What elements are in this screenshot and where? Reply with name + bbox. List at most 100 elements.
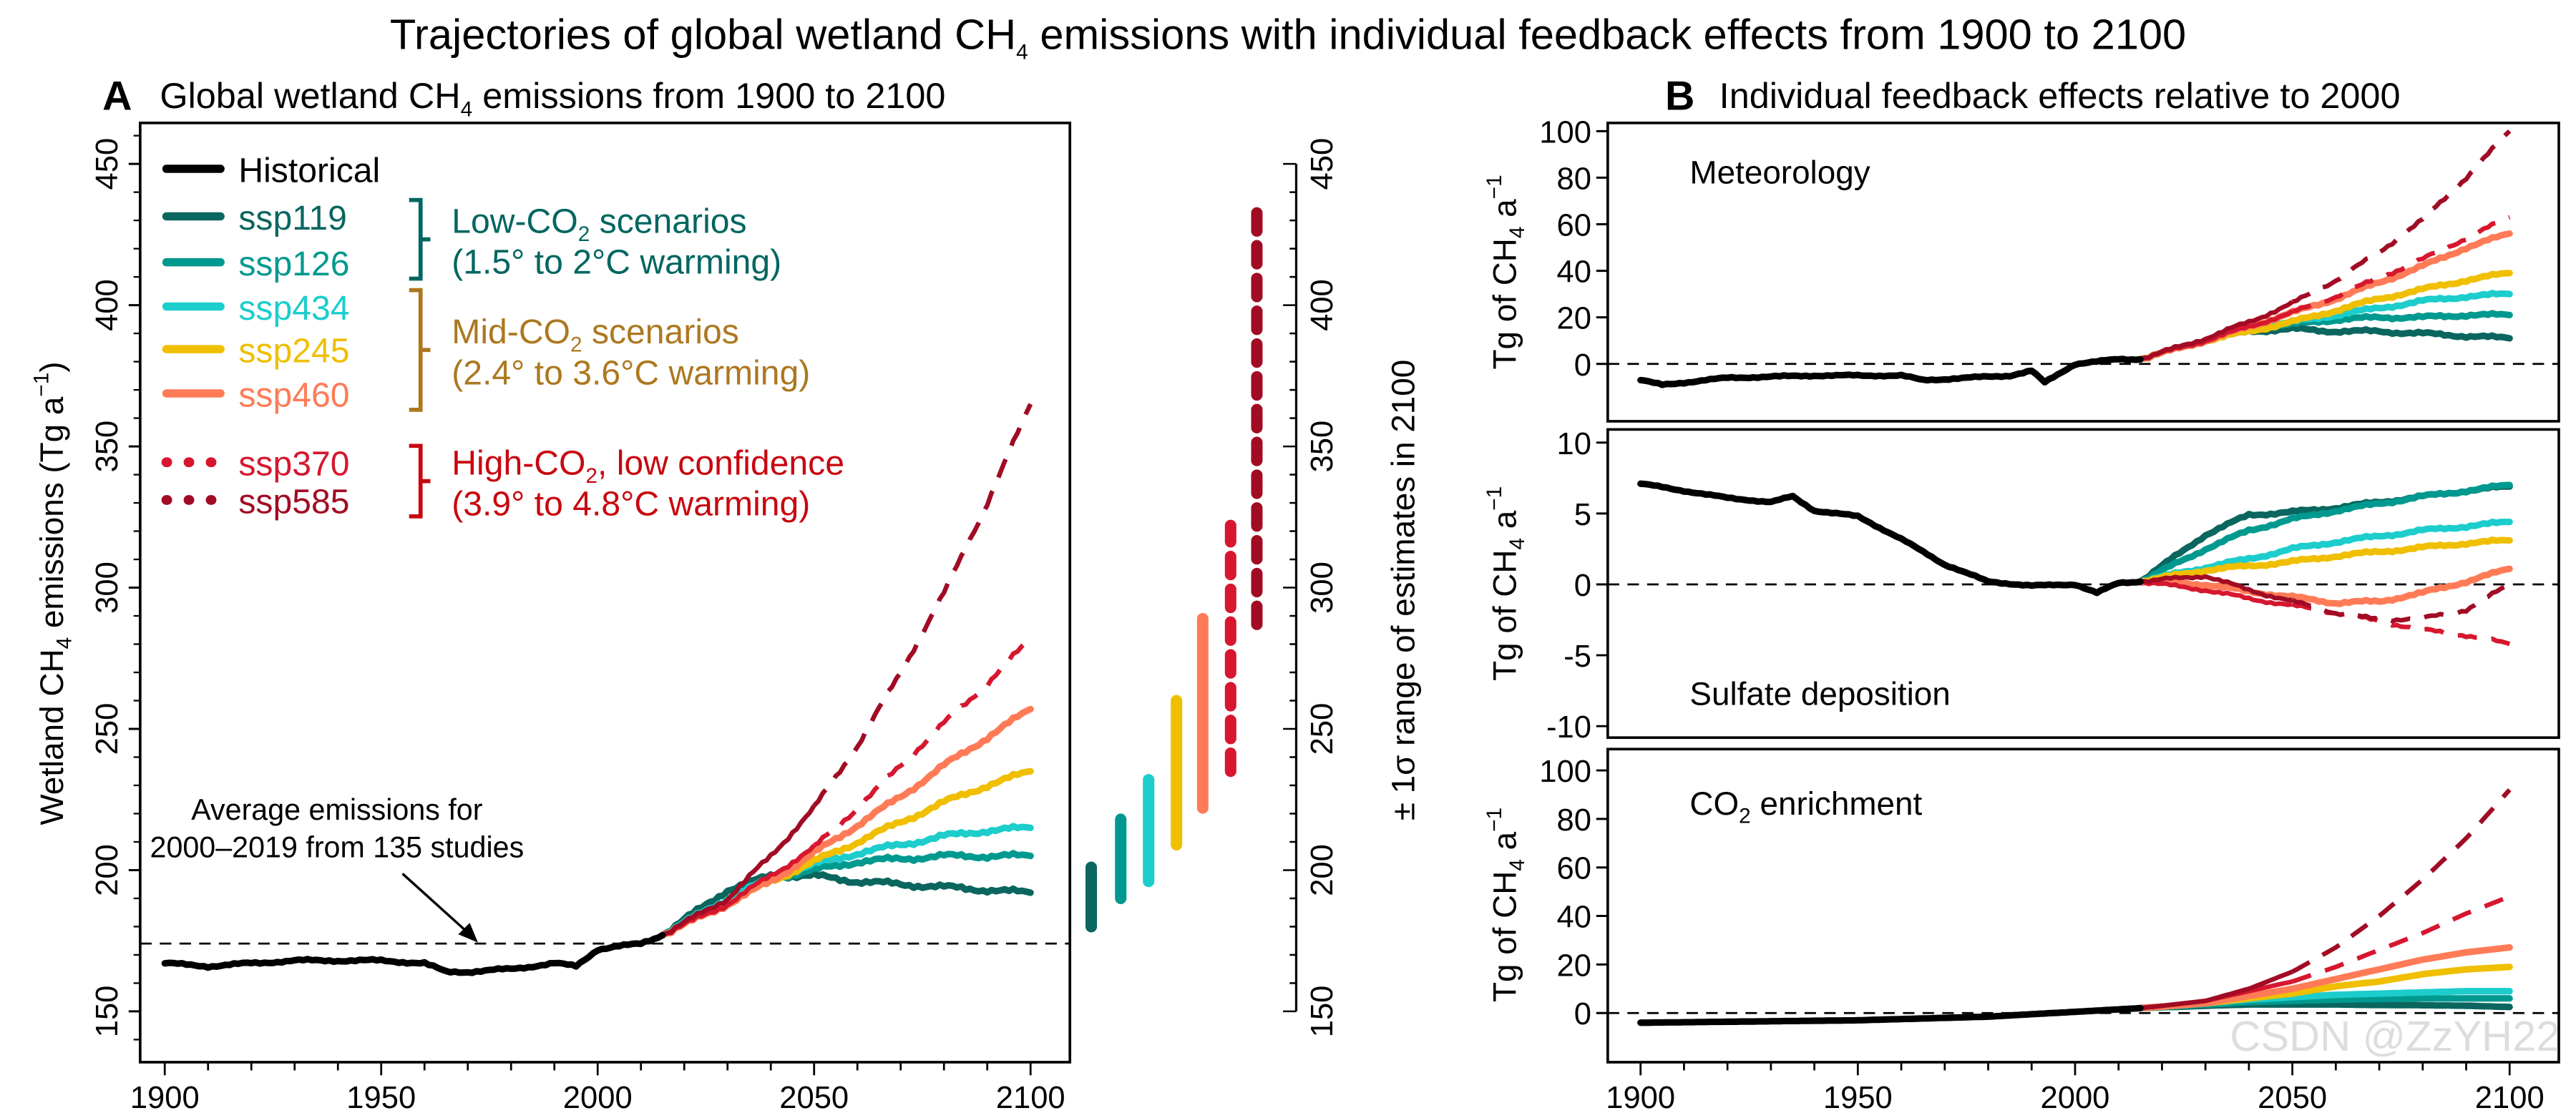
range-axis-tick-label: 150: [1305, 986, 1340, 1038]
panel-a-line-ssp119: [659, 870, 1034, 938]
panel-b2-line-ssp126: [2137, 481, 2513, 585]
panel-b3-y-tick-label: 0: [1574, 997, 1591, 1031]
range-axis-label: ± 1σ range of estimates in 2100: [1385, 360, 1421, 820]
panel-a-x-tick-label: 2050: [779, 1081, 849, 1113]
panel-a-line-ssp585: [661, 804, 816, 938]
panel-b2-line-ssp585-dashed: [2291, 582, 2511, 624]
panel-b2-line-ssp370: [2140, 579, 2293, 607]
panel-b1-frame: [1606, 122, 2560, 423]
panel-b3-label: CO2 enrichment: [1689, 785, 1922, 828]
legend-label-ssp370: ssp370: [238, 445, 349, 484]
panel-b2-y-tick-label: 5: [1574, 498, 1591, 532]
panel-b1-series-group: [1637, 129, 2513, 388]
panel-a-line-ssp370-dashed: [813, 637, 1033, 848]
panel-a-x-tick-label: 1950: [346, 1081, 416, 1113]
panel-a-y-axis-label: Wetland CH4 emissions (Tg a−1): [30, 361, 77, 825]
legend-label-ssp119: ssp119: [238, 199, 347, 237]
panel-b3-line-ssp585-dashed: [2291, 788, 2512, 974]
panel-b1-line-ssp370-dashed: [2292, 215, 2511, 314]
panel-b1-y-tick-label: 0: [1574, 348, 1591, 383]
panel-b3-x-tick-label: 2100: [2475, 1081, 2545, 1113]
panel-b3-line-historical: [1637, 1004, 2144, 1026]
panel-b1-label: Meteorology: [1689, 155, 1870, 191]
panel-a-letter: A: [102, 74, 132, 119]
range-axis-tick-label: 400: [1305, 279, 1340, 331]
panel-b3-x-tick-label: 2050: [2258, 1081, 2327, 1113]
annotation-arrow-shaft: [401, 873, 471, 936]
legend-label-ssp585: ssp585: [238, 482, 349, 521]
range-axis-tick-label: 250: [1305, 703, 1340, 755]
panel-a-series-group: [161, 403, 1034, 976]
panel-b1-y-axis-label: Tg of CH4 a−1: [1483, 175, 1529, 369]
panel-b1-y-tick-label: 20: [1557, 302, 1591, 336]
panel-a-x-tick-label: 2000: [563, 1081, 633, 1113]
panel-b-title: Individual feedback effects relative to …: [1719, 75, 2401, 116]
panel-a-y-tick-label: 150: [90, 986, 125, 1038]
panel-b1-line-ssp585: [2140, 300, 2294, 362]
panel-b2-line-historical: [1637, 480, 2144, 597]
panel-b3-frame: [1606, 747, 2560, 1064]
legend-bracket-2: [409, 288, 431, 412]
panel-a-line-historical: [161, 931, 666, 976]
panel-b3-x-tick-label: 1900: [1606, 1081, 1675, 1113]
panel-b3-series-group: [1637, 788, 2513, 1026]
legend-bracket-1: [409, 197, 431, 281]
legend-group-subtitle-3: (3.9° to 4.8°C warming): [452, 485, 810, 524]
panel-b1-line-historical: [1637, 356, 2144, 388]
range-axis-tick-label: 350: [1305, 421, 1340, 473]
panel-b1-y-tick-label: 100: [1539, 115, 1591, 149]
annotation-arrow-head-icon: [458, 923, 478, 943]
legend-group-title-1: Low-CO2 scenarios: [452, 202, 746, 245]
panel-b2-line-ssp585: [2140, 574, 2293, 603]
legend-label-ssp434: ssp434: [238, 289, 349, 328]
panel-b3-y-axis-label: Tg of CH4 a−1: [1483, 808, 1529, 1002]
panel-b1-line-ssp585-dashed: [2291, 129, 2512, 304]
panel-a-y-tick-label: 400: [90, 279, 125, 331]
panel-b3-x-tick-label: 1950: [1823, 1081, 1893, 1113]
panel-a-y-tick-label: 250: [90, 703, 125, 755]
panel-a-y-tick-label: 350: [90, 421, 125, 473]
panel-b2-line-ssp460: [2137, 565, 2513, 607]
panel-b3-x-tick-label: 2000: [2041, 1081, 2110, 1113]
panel-b3-line-ssp370-dashed: [2291, 894, 2511, 984]
watermark: CSDN @ZzYH22: [2230, 1012, 2560, 1060]
panel-b3-y-tick-label: 100: [1539, 755, 1591, 789]
panel-b-letter: B: [1665, 74, 1694, 119]
panel-b2-y-axis-label: Tg of CH4 a−1: [1483, 486, 1529, 681]
panel-a-title: Global wetland CH4 emissions from 1900 t…: [160, 75, 945, 121]
panel-b2-line-ssp245: [2137, 536, 2513, 585]
panel-b3-line-ssp585: [2140, 969, 2293, 1011]
range-axis-tick-label: 300: [1305, 562, 1340, 614]
panel-b2-label: Sulfate deposition: [1689, 675, 1950, 712]
legend-label-ssp245: ssp245: [238, 331, 349, 370]
panel-b2-y-tick-label: 0: [1574, 569, 1591, 603]
panel-a-x-tick-label: 2100: [996, 1081, 1065, 1113]
panel-b1-y-tick-label: 40: [1557, 255, 1591, 290]
legend-group-subtitle-2: (2.4° to 3.6°C warming): [452, 353, 810, 392]
panel-b1-y-tick-label: 60: [1557, 209, 1591, 243]
panel-b3-y-tick-label: 60: [1557, 852, 1591, 886]
panel-b3-y-tick-label: 20: [1557, 948, 1591, 983]
panel-b2-y-tick-label: 10: [1557, 427, 1591, 461]
panel-b3-y-tick-label: 80: [1557, 803, 1591, 838]
panel-b2-series-group: [1637, 480, 2513, 647]
legend-bracket-3: [409, 443, 431, 519]
panel-b2-y-tick-label: -10: [1546, 710, 1591, 745]
panel-a-y-tick-label: 300: [90, 562, 125, 614]
range-axis-tick-label: 450: [1305, 138, 1340, 190]
panel-a-x-tick-label: 1900: [130, 1081, 200, 1113]
panel-b3-y-tick-label: 40: [1557, 901, 1591, 935]
panel-b3-line-ssp460: [2137, 943, 2513, 1011]
reference-annotation-line1: Average emissions for: [191, 793, 482, 826]
panel-a-y-tick-label: 450: [90, 138, 125, 190]
legend-group-title-3: High-CO2, low confidence: [452, 443, 844, 487]
panel-b1-y-tick-label: 80: [1557, 162, 1591, 196]
legend-group-title-2: Mid-CO2 scenarios: [452, 313, 739, 356]
reference-annotation-line2: 2000–2019 from 135 studies: [150, 831, 525, 864]
figure-title: Trajectories of global wetland CH4 emiss…: [390, 11, 2186, 64]
panel-a-y-tick-label: 200: [90, 844, 125, 896]
legend-label-ssp126: ssp126: [238, 245, 349, 283]
legend-group-subtitle-1: (1.5° to 2°C warming): [452, 243, 781, 282]
